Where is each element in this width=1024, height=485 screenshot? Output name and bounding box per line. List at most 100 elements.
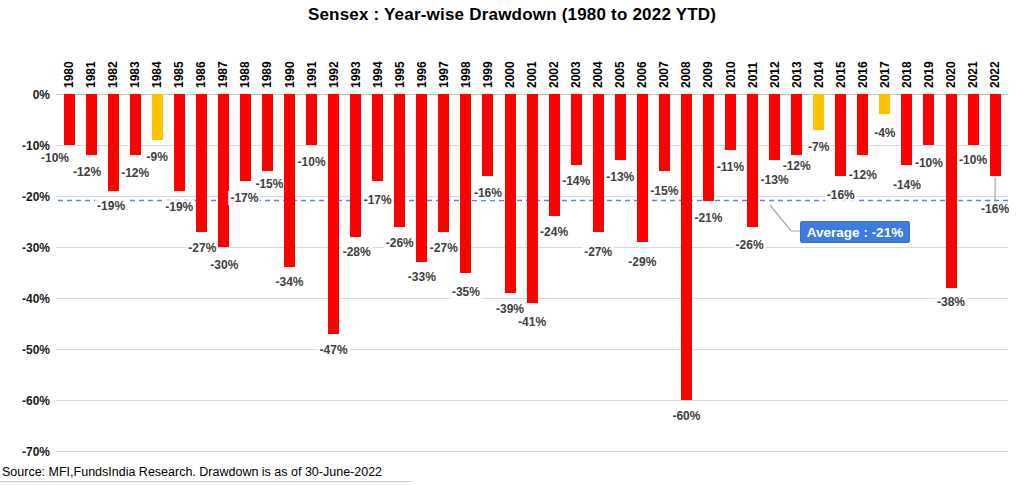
x-axis-label-2021: 2021 bbox=[966, 48, 980, 88]
bar-1989 bbox=[262, 94, 273, 171]
x-axis-label-1983: 1983 bbox=[128, 48, 142, 88]
x-axis-label-2004: 2004 bbox=[591, 48, 605, 88]
x-axis-label-1998: 1998 bbox=[459, 48, 473, 88]
value-label-2013: -12% bbox=[781, 159, 813, 173]
chart-title: Sensex : Year-wise Drawdown (1980 to 202… bbox=[0, 5, 1024, 25]
x-axis-label-2016: 2016 bbox=[856, 48, 870, 88]
bar-1987 bbox=[218, 94, 229, 247]
x-axis-label-2020: 2020 bbox=[944, 48, 958, 88]
value-label-1990: -34% bbox=[273, 275, 305, 289]
bar-2011 bbox=[747, 94, 758, 227]
bar-1998 bbox=[460, 94, 471, 273]
x-axis-label-2002: 2002 bbox=[547, 48, 561, 88]
bar-2009 bbox=[703, 94, 714, 201]
bar-2022 bbox=[990, 94, 1001, 176]
value-label-1986: -27% bbox=[186, 241, 218, 255]
x-axis-label-2009: 2009 bbox=[701, 48, 715, 88]
value-label-1998: -35% bbox=[450, 285, 482, 299]
bar-2008 bbox=[681, 94, 692, 400]
x-axis-label-2013: 2013 bbox=[790, 48, 804, 88]
x-axis-label-1997: 1997 bbox=[437, 48, 451, 88]
x-axis-label-1989: 1989 bbox=[260, 48, 274, 88]
x-axis-label-1988: 1988 bbox=[238, 48, 252, 88]
bar-2017 bbox=[879, 94, 890, 114]
value-label-2014: -7% bbox=[806, 140, 831, 154]
bar-2021 bbox=[968, 94, 979, 145]
x-axis-label-1992: 1992 bbox=[327, 48, 341, 88]
y-axis-tick: -60% bbox=[0, 394, 50, 408]
value-label-1985: -19% bbox=[163, 200, 195, 214]
value-label-2017: -4% bbox=[872, 126, 897, 140]
x-axis-label-1993: 1993 bbox=[349, 48, 363, 88]
bar-1996 bbox=[416, 94, 427, 262]
value-label-1987: -30% bbox=[208, 258, 240, 272]
x-axis-label-2003: 2003 bbox=[569, 48, 583, 88]
bar-1988 bbox=[240, 94, 251, 181]
x-axis-label-2008: 2008 bbox=[679, 48, 693, 88]
value-label-1988: -17% bbox=[228, 191, 260, 205]
bar-2019 bbox=[923, 94, 934, 145]
value-label-2012: -13% bbox=[759, 173, 791, 187]
value-label-1983: -12% bbox=[119, 166, 151, 180]
value-label-2005: -13% bbox=[604, 170, 636, 184]
x-axis-label-2014: 2014 bbox=[812, 48, 826, 88]
x-axis-label-1999: 1999 bbox=[481, 48, 495, 88]
bar-2001 bbox=[527, 94, 538, 303]
value-label-1991: -10% bbox=[296, 155, 328, 169]
bar-1993 bbox=[350, 94, 361, 237]
x-axis-label-1995: 1995 bbox=[393, 48, 407, 88]
value-label-2010: -11% bbox=[715, 160, 746, 174]
bar-1983 bbox=[130, 94, 141, 155]
value-label-1992: -47% bbox=[318, 343, 350, 357]
bar-2012 bbox=[769, 94, 780, 160]
value-label-2016: -12% bbox=[847, 168, 879, 182]
y-axis-tick: -50% bbox=[0, 343, 50, 357]
x-axis-label-1985: 1985 bbox=[172, 48, 186, 88]
value-label-1982: -19% bbox=[95, 199, 127, 213]
bar-1997 bbox=[438, 94, 449, 232]
bar-2002 bbox=[549, 94, 560, 216]
bar-2006 bbox=[637, 94, 648, 242]
bar-2004 bbox=[593, 94, 604, 232]
value-label-2015: -16% bbox=[825, 188, 857, 202]
bar-1991 bbox=[306, 94, 317, 145]
value-label-2008: -60% bbox=[670, 409, 702, 423]
value-label-1989: -15% bbox=[253, 177, 285, 191]
value-label-1996: -33% bbox=[406, 270, 438, 284]
value-label-2004: -27% bbox=[582, 245, 614, 259]
bar-1982 bbox=[108, 94, 119, 191]
y-axis-tick: -40% bbox=[0, 292, 50, 306]
x-axis-label-2022: 2022 bbox=[988, 48, 1002, 88]
value-label-1995: -26% bbox=[384, 236, 416, 250]
average-callout-leader-line bbox=[770, 205, 800, 231]
y-axis-tick: -20% bbox=[0, 190, 50, 204]
x-axis-label-1981: 1981 bbox=[84, 48, 98, 88]
x-axis-label-2018: 2018 bbox=[900, 48, 914, 88]
source-note: Source: MFI,FundsIndia Research. Drawdow… bbox=[2, 465, 382, 479]
x-axis-label-2010: 2010 bbox=[724, 48, 738, 88]
bar-1999 bbox=[482, 94, 493, 176]
bar-2014 bbox=[813, 94, 824, 130]
bar-1992 bbox=[328, 94, 339, 334]
bar-2016 bbox=[857, 94, 868, 155]
bar-1990 bbox=[284, 94, 295, 267]
value-label-2007: -15% bbox=[648, 184, 680, 198]
bar-2000 bbox=[505, 94, 516, 293]
x-axis-label-1986: 1986 bbox=[194, 48, 208, 88]
x-axis-label-2005: 2005 bbox=[613, 48, 627, 88]
y-axis-tick: -30% bbox=[0, 241, 50, 255]
value-label-2009: -21% bbox=[692, 211, 724, 225]
value-label-2021: -10% bbox=[957, 153, 989, 167]
value-label-2022: -16% bbox=[979, 202, 1011, 216]
drawdown-chart: Sensex : Year-wise Drawdown (1980 to 202… bbox=[0, 0, 1024, 485]
value-label-2019: -10% bbox=[913, 156, 945, 170]
bar-1995 bbox=[394, 94, 405, 227]
value-label-2006: -29% bbox=[626, 255, 658, 269]
x-axis-label-2015: 2015 bbox=[834, 48, 848, 88]
value-label-1999: -16% bbox=[472, 186, 504, 200]
y-axis-tick: 0% bbox=[0, 88, 50, 102]
bar-2005 bbox=[615, 94, 626, 160]
value-label-2018: -14% bbox=[891, 178, 923, 192]
x-axis-label-2012: 2012 bbox=[768, 48, 782, 88]
bar-2018 bbox=[901, 94, 912, 165]
